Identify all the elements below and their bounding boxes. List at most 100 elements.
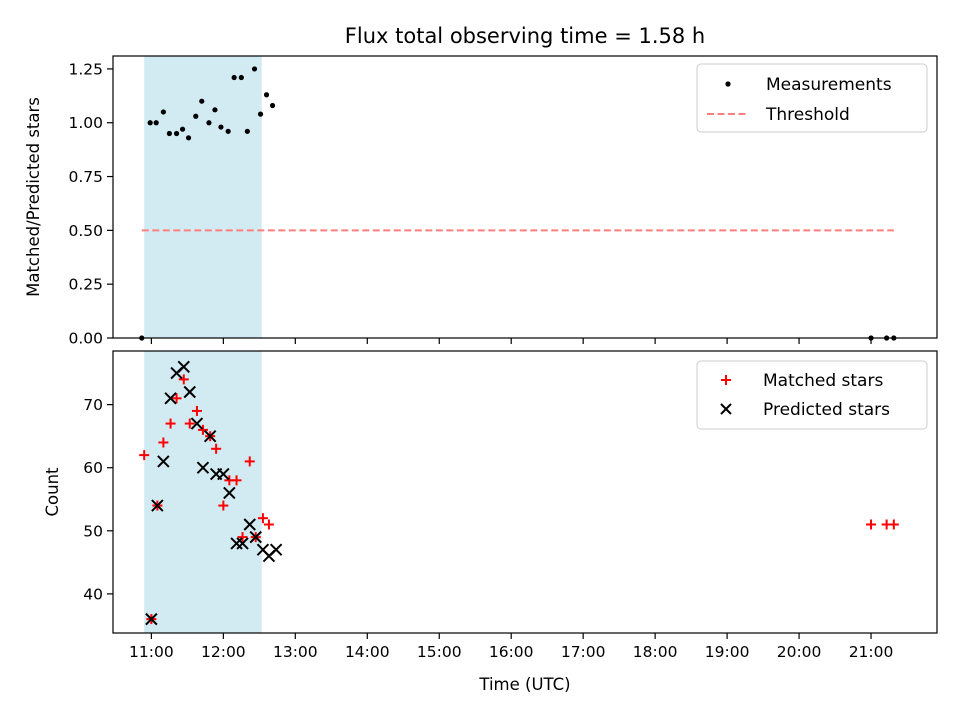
bottom-y-tick-label-1: 50: [83, 522, 103, 540]
bottom-x-ticks: 11:00 12:00 13:00 14:00 15:00 16:00 17:00 18:00…: [129, 633, 893, 661]
bottom-series: [139, 360, 899, 626]
predicted-stars-point-14: [236, 537, 249, 550]
top-y-axis-label: Matched/Predicted stars: [24, 97, 43, 297]
bottom-y-tick-label-0: 40: [83, 585, 103, 603]
measurements-point-4: [166, 130, 172, 137]
x-tick-label-8: 19:00: [705, 643, 750, 661]
matched-stars-point-14: [231, 475, 242, 486]
measurements-point-7: [185, 135, 192, 141]
predicted-stars-point-15: [243, 518, 256, 531]
matched-stars-point-20: [866, 519, 877, 530]
bottom-highlight-span: [144, 351, 262, 633]
top-y-tick-label-4: 1.00: [68, 114, 103, 132]
matched-stars-point-22: [888, 519, 899, 530]
top-x-ticks: [150, 338, 872, 344]
measurements-point-5: [173, 130, 180, 137]
legend-label-measurements: Measurements: [766, 75, 892, 95]
matched-stars-point-6: [178, 374, 189, 385]
top-panel: 0.00 0.25 0.50 0.75 1.00 1.25 Matched/Predict…: [24, 55, 938, 348]
measurements-point-20: [269, 102, 276, 109]
predicted-stars-point-2: [157, 455, 170, 468]
measurements-point-14: [231, 74, 237, 81]
measurements-point-11: [212, 107, 218, 113]
predicted-stars-point-16: [249, 530, 262, 544]
top-y-tick-label-1: 0.25: [68, 276, 103, 294]
legend-label-threshold: Threshold: [765, 105, 850, 125]
measurements-point-13: [225, 128, 231, 134]
top-plot-frame: [112, 55, 938, 339]
top-y-tick-label-3: 0.75: [68, 168, 103, 186]
measurements-point-8: [193, 113, 199, 119]
predicted-stars-point-0: [145, 612, 158, 626]
top-legend: Measurements Threshold: [696, 63, 928, 133]
bottom-y-tick-label-3: 70: [83, 396, 103, 414]
x-tick-label-5: 16:00: [489, 643, 534, 661]
predicted-stars-point-11: [217, 467, 230, 481]
measurements-point-2: [153, 120, 159, 126]
matched-stars-point-15: [237, 532, 248, 543]
measurements-point-1: [147, 120, 153, 126]
matched-stars-point-12: [218, 500, 229, 511]
legend-marker-predicted: [720, 403, 732, 415]
x-tick-label-3: 14:00: [345, 643, 390, 661]
top-legend-box: [696, 63, 928, 133]
top-y-tick-label-2: 0.50: [68, 222, 103, 240]
x-tick-label-6: 17:00: [561, 643, 606, 661]
chart-title: Flux total observing time = 1.58 h: [345, 24, 705, 48]
matched-stars-point-4: [165, 418, 176, 429]
x-tick-label-7: 18:00: [633, 643, 678, 661]
bottom-y-ticks: 40 50 60 70: [83, 396, 113, 603]
x-tick-label-9: 20:00: [777, 643, 822, 661]
measurements-point-17: [251, 66, 258, 72]
top-series: [139, 66, 897, 341]
bottom-y-axis-label: Count: [43, 467, 62, 517]
predicted-stars-point-7: [190, 417, 204, 430]
measurements-point-12: [218, 124, 224, 130]
x-tick-label-1: 12:00: [201, 643, 246, 661]
x-tick-label-4: 15:00: [417, 643, 462, 661]
predicted-stars-point-1: [151, 499, 164, 512]
predicted-stars-point-3: [164, 392, 177, 405]
measurements-point-18: [257, 111, 264, 117]
matched-stars-point-7: [184, 418, 195, 429]
x-tick-label-2: 13:00: [273, 643, 318, 661]
measurements-point-16: [244, 128, 250, 134]
bottom-legend: Matched stars Predicted stars: [696, 360, 928, 430]
top-highlight-span: [144, 56, 262, 338]
measurements-point-9: [199, 98, 205, 104]
predicted-stars-point-19: [269, 543, 283, 556]
measurements-point-19: [263, 92, 270, 98]
legend-marker-measurements: [725, 81, 731, 87]
bottom-y-tick-label-2: 60: [83, 459, 103, 477]
x-tick-label-10: 21:00: [849, 643, 894, 661]
bottom-plot-frame: [112, 350, 938, 634]
predicted-stars-point-12: [223, 486, 236, 500]
x-axis-label: Time (UTC): [478, 675, 570, 694]
matched-stars-point-8: [191, 405, 202, 416]
legend-marker-matched: [721, 375, 731, 385]
predicted-stars-point-5: [177, 360, 190, 373]
top-y-tick-label-5: 1.25: [68, 60, 103, 78]
matched-stars-point-19: [263, 519, 274, 530]
matched-stars-point-16: [244, 456, 255, 467]
predicted-stars-point-6: [183, 385, 196, 399]
measurements-point-10: [206, 120, 212, 126]
top-y-tick-label-0: 0.00: [68, 330, 103, 348]
matched-stars-point-0: [139, 450, 150, 461]
matched-stars-point-9: [197, 424, 208, 435]
bottom-legend-box: [696, 360, 928, 430]
top-y-ticks: 0.00 0.25 0.50 0.75 1.00 1.25: [68, 60, 113, 348]
legend-label-matched: Matched stars: [763, 371, 883, 391]
measurements-point-15: [238, 74, 244, 81]
predicted-stars-point-9: [203, 429, 217, 443]
matched-stars-point-11: [211, 443, 222, 454]
matched-stars-point-3: [158, 437, 169, 448]
predicted-stars-point-8: [196, 461, 210, 474]
measurements-point-6: [179, 126, 186, 132]
legend-label-predicted: Predicted stars: [763, 400, 890, 420]
matched-stars-point-18: [257, 513, 268, 524]
matched-stars-point-5: [171, 393, 182, 404]
x-tick-label-0: 11:00: [129, 643, 174, 661]
